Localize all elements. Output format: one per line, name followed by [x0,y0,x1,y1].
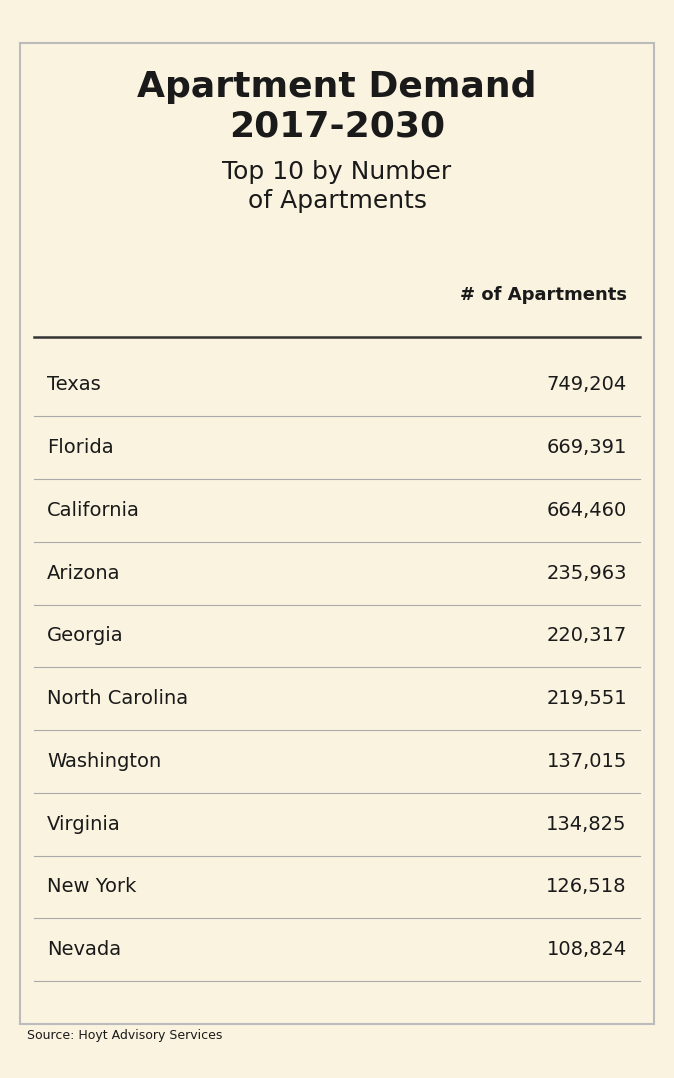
Text: 664,460: 664,460 [547,501,627,520]
Text: Washington: Washington [47,751,162,771]
Text: Source: Hoyt Advisory Services: Source: Hoyt Advisory Services [27,1029,222,1042]
Text: 108,824: 108,824 [547,940,627,959]
Text: 134,825: 134,825 [547,815,627,833]
Text: 220,317: 220,317 [547,626,627,646]
Text: 669,391: 669,391 [547,438,627,457]
Text: Top 10 by Number
of Apartments: Top 10 by Number of Apartments [222,160,452,213]
Text: Georgia: Georgia [47,626,124,646]
Text: # of Apartments: # of Apartments [460,286,627,304]
Text: 749,204: 749,204 [547,375,627,395]
Text: New York: New York [47,877,137,897]
Text: 235,963: 235,963 [547,564,627,583]
Text: 137,015: 137,015 [547,751,627,771]
Text: North Carolina: North Carolina [47,689,188,708]
Text: 126,518: 126,518 [547,877,627,897]
Text: Virginia: Virginia [47,815,121,833]
Text: California: California [47,501,140,520]
FancyBboxPatch shape [20,43,654,1024]
Text: Nevada: Nevada [47,940,121,959]
Text: Arizona: Arizona [47,564,121,583]
Text: Florida: Florida [47,438,114,457]
Text: Apartment Demand
2017-2030: Apartment Demand 2017-2030 [137,70,537,143]
Text: 219,551: 219,551 [546,689,627,708]
Text: Texas: Texas [47,375,101,395]
